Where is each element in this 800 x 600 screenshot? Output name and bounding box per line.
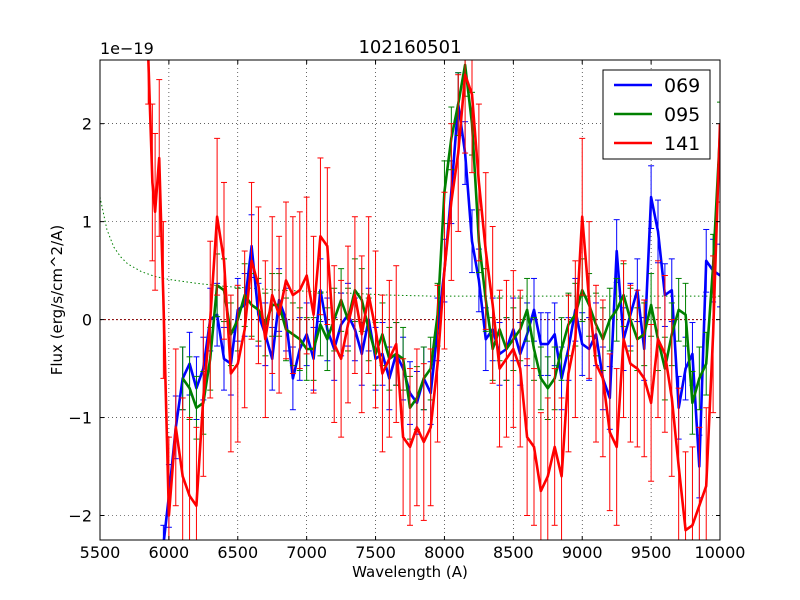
legend-label-069: 069 [664, 75, 700, 97]
x-tick-label: 8000 [424, 543, 465, 562]
x-tick-label: 10000 [695, 543, 746, 562]
series-line-141 [147, 60, 720, 532]
data-series [145, 60, 720, 540]
x-tick-label: 9000 [562, 543, 603, 562]
x-tick-label: 6500 [217, 543, 258, 562]
legend-label-095: 095 [664, 104, 700, 126]
y-tick-label: 2 [82, 115, 92, 134]
axis-ticks: 5500 6000 6500 7000 7500 8000 8500 9000 9500 1000… [68, 60, 745, 562]
y-offset-label: 1e−19 [100, 39, 154, 58]
y-tick-label: 1 [82, 213, 92, 232]
legend-label-141: 141 [664, 133, 700, 155]
x-tick-label: 5500 [80, 543, 121, 562]
plot-frame [99, 59, 721, 541]
x-tick-label: 7000 [286, 543, 327, 562]
x-axis-label: Wavelength (A) [352, 563, 468, 581]
legend: 069 095 141 [602, 69, 711, 160]
chart-title: 102160501 [358, 37, 461, 58]
y-tick-label: 0 [82, 311, 92, 330]
x-tick-label: 7500 [355, 543, 396, 562]
series-141 [145, 60, 720, 540]
x-tick-label: 8500 [493, 543, 534, 562]
y-tick-label: −2 [68, 507, 92, 526]
x-tick-label: 9500 [631, 543, 672, 562]
y-axis-label: Flux (erg/s/cm^2/A) [48, 225, 66, 376]
x-tick-label: 6000 [149, 543, 190, 562]
y-tick-label: −1 [68, 409, 92, 428]
